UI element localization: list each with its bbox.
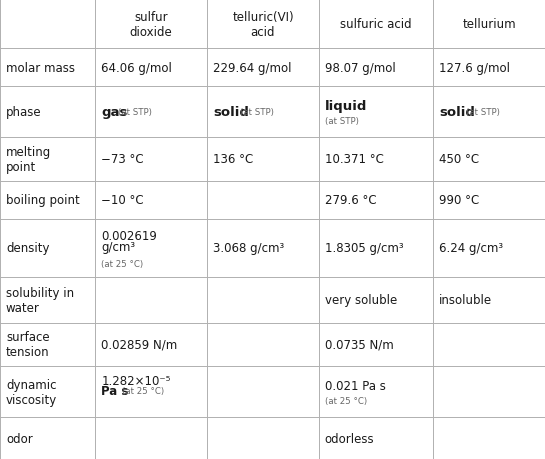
Text: 10.371 °C: 10.371 °C — [325, 153, 384, 166]
Text: 0.02859 N/m: 0.02859 N/m — [101, 338, 178, 351]
Text: solid: solid — [213, 106, 249, 119]
Text: sulfur
dioxide: sulfur dioxide — [130, 11, 173, 39]
Text: insoluble: insoluble — [439, 294, 492, 307]
Text: liquid: liquid — [325, 100, 367, 113]
Text: 279.6 °C: 279.6 °C — [325, 194, 377, 207]
Text: solubility in
water: solubility in water — [6, 286, 74, 314]
Text: 0.0735 N/m: 0.0735 N/m — [325, 338, 393, 351]
Text: 229.64 g/mol: 229.64 g/mol — [213, 62, 292, 74]
Text: 1.282×10⁻⁵: 1.282×10⁻⁵ — [101, 374, 171, 387]
Text: (at 25 °C): (at 25 °C) — [122, 386, 164, 395]
Text: melting
point: melting point — [6, 146, 51, 174]
Text: surface
tension: surface tension — [6, 331, 50, 358]
Text: g/cm³: g/cm³ — [101, 241, 136, 254]
Text: odor: odor — [6, 432, 33, 445]
Text: solid: solid — [439, 106, 475, 119]
Text: phase: phase — [6, 106, 41, 119]
Text: telluric(VI)
acid: telluric(VI) acid — [232, 11, 294, 39]
Text: −10 °C: −10 °C — [101, 194, 144, 207]
Text: sulfuric acid: sulfuric acid — [340, 18, 412, 31]
Text: (at 25 °C): (at 25 °C) — [325, 397, 367, 406]
Text: density: density — [6, 242, 50, 255]
Text: 6.24 g/cm³: 6.24 g/cm³ — [439, 242, 504, 255]
Text: gas: gas — [101, 106, 128, 119]
Text: 450 °C: 450 °C — [439, 153, 480, 166]
Text: (at 25 °C): (at 25 °C) — [101, 259, 143, 268]
Text: 990 °C: 990 °C — [439, 194, 480, 207]
Text: 98.07 g/mol: 98.07 g/mol — [325, 62, 396, 74]
Text: 127.6 g/mol: 127.6 g/mol — [439, 62, 510, 74]
Text: dynamic
viscosity: dynamic viscosity — [6, 378, 57, 406]
Text: (at STP): (at STP) — [325, 117, 359, 126]
Text: (at STP): (at STP) — [118, 108, 152, 117]
Text: very soluble: very soluble — [325, 294, 397, 307]
Text: boiling point: boiling point — [6, 194, 80, 207]
Text: tellurium: tellurium — [462, 18, 516, 31]
Text: 0.021 Pa s: 0.021 Pa s — [325, 379, 386, 392]
Text: 136 °C: 136 °C — [213, 153, 253, 166]
Text: odorless: odorless — [325, 432, 374, 445]
Text: (at STP): (at STP) — [240, 108, 274, 117]
Text: 0.002619: 0.002619 — [101, 229, 158, 242]
Text: 1.8305 g/cm³: 1.8305 g/cm³ — [325, 242, 403, 255]
Text: 64.06 g/mol: 64.06 g/mol — [101, 62, 172, 74]
Text: Pa s: Pa s — [101, 385, 129, 397]
Text: −73 °C: −73 °C — [101, 153, 144, 166]
Text: (at STP): (at STP) — [466, 108, 500, 117]
Text: molar mass: molar mass — [6, 62, 75, 74]
Text: 3.068 g/cm³: 3.068 g/cm³ — [213, 242, 284, 255]
